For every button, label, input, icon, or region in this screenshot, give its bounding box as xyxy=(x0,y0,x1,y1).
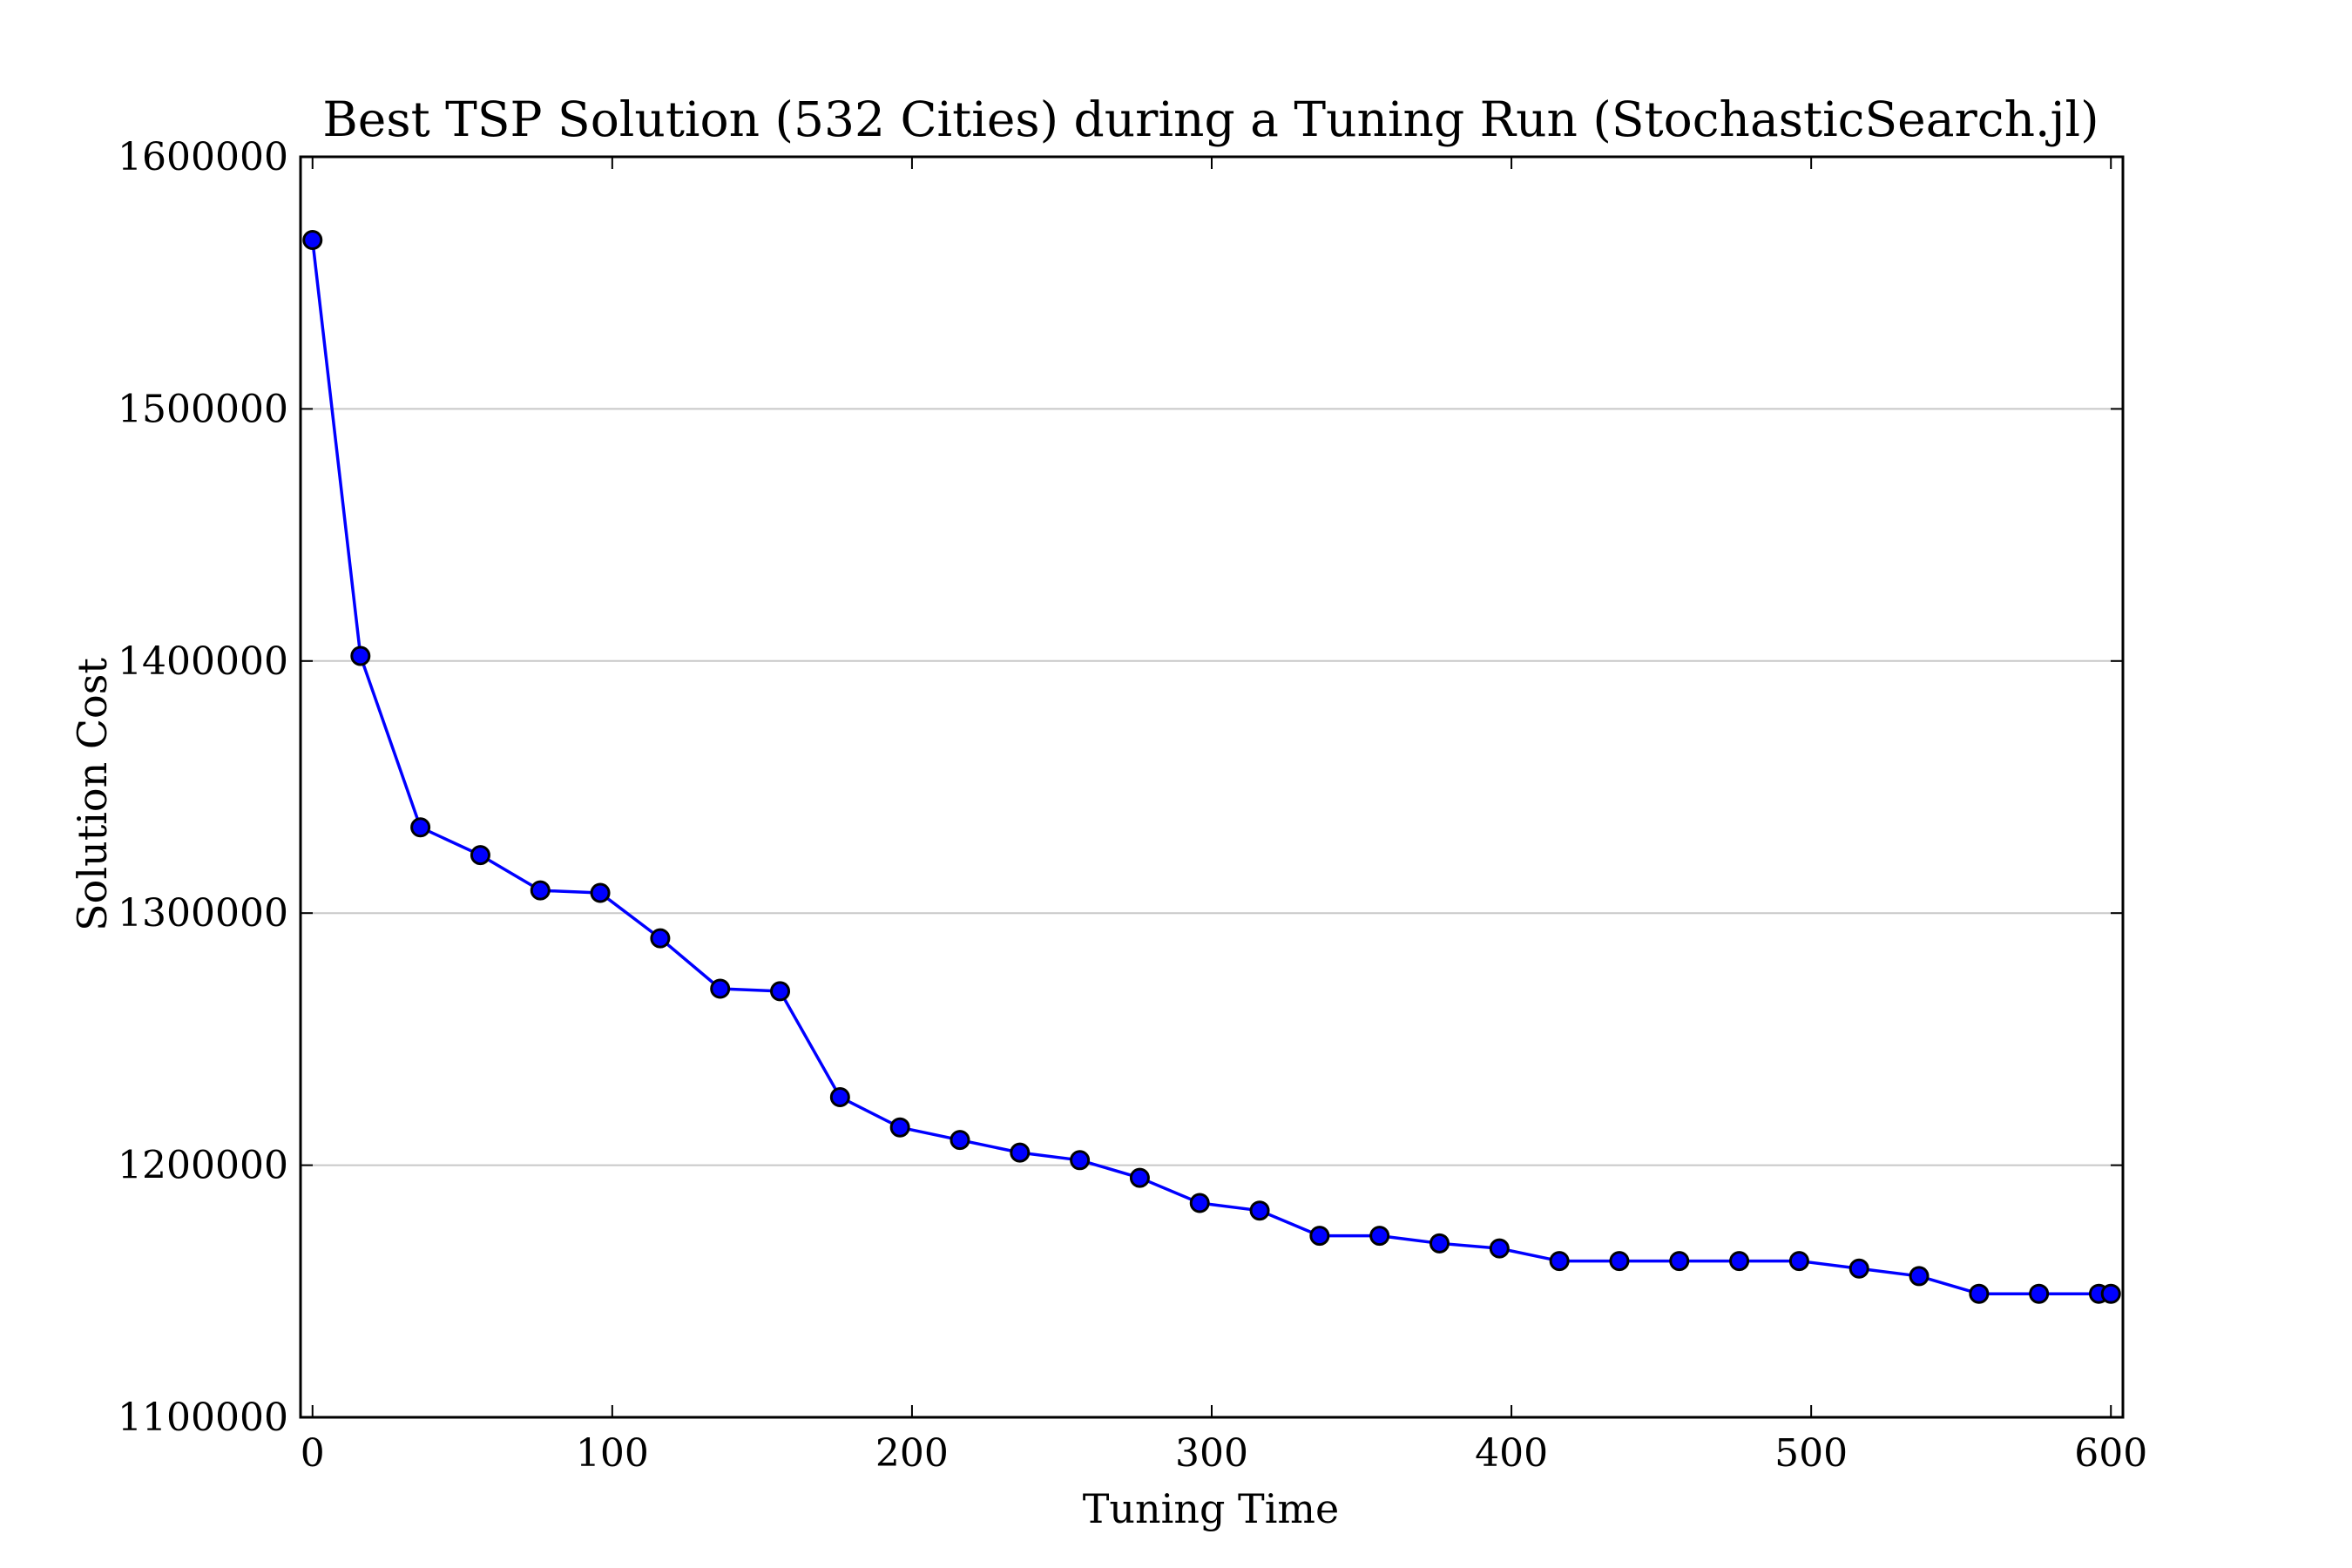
data-point xyxy=(1249,1200,1270,1221)
data-point xyxy=(1788,1251,1809,1272)
data-point xyxy=(590,882,611,903)
y-tick-label: 1600000 xyxy=(118,135,288,179)
x-tick-label: 300 xyxy=(1175,1431,1248,1476)
x-tick-label: 600 xyxy=(2074,1431,2147,1476)
data-point xyxy=(1489,1238,1510,1259)
y-tick-label: 1300000 xyxy=(118,891,288,936)
y-tick-label: 1400000 xyxy=(118,639,288,684)
data-point xyxy=(950,1130,970,1151)
data-point xyxy=(350,645,371,666)
x-tick-label: 500 xyxy=(1774,1431,1848,1476)
y-tick-label: 1500000 xyxy=(118,387,288,431)
data-point xyxy=(2029,1283,2050,1304)
data-point xyxy=(1848,1258,1869,1279)
data-point xyxy=(1909,1266,1930,1287)
data-point xyxy=(1070,1150,1091,1171)
x-tick-label: 0 xyxy=(301,1431,325,1476)
axis-ticks: 1100000 1200000 1300000 1400000 1500000 16000… xyxy=(118,135,2147,1476)
data-point xyxy=(1429,1233,1450,1254)
series-cost xyxy=(302,230,2121,1304)
y-tick-label: 1100000 xyxy=(118,1396,288,1440)
data-point xyxy=(829,1086,850,1107)
x-tick-label: 200 xyxy=(875,1431,949,1476)
data-point xyxy=(1309,1226,1330,1247)
data-point xyxy=(302,230,323,251)
data-point xyxy=(530,880,551,901)
data-point xyxy=(1669,1251,1690,1272)
data-point xyxy=(1010,1142,1031,1163)
gridlines xyxy=(301,408,2123,1166)
plot-area-frame xyxy=(299,155,2125,1419)
data-point xyxy=(710,978,731,999)
data-point xyxy=(410,817,431,838)
x-tick-label: 400 xyxy=(1475,1431,1548,1476)
chart-title: Best TSP Solution (532 Cities) during a … xyxy=(322,91,2099,147)
data-point xyxy=(1189,1193,1210,1213)
data-point xyxy=(1729,1251,1750,1272)
data-point xyxy=(1369,1226,1390,1247)
data-point xyxy=(1609,1251,1630,1272)
data-point xyxy=(2100,1283,2121,1304)
data-point xyxy=(1129,1167,1150,1188)
series-line xyxy=(311,240,2112,1295)
y-tick-label: 1200000 xyxy=(118,1144,288,1188)
x-axis-label: Tuning Time xyxy=(1083,1485,1340,1532)
x-tick-label: 100 xyxy=(576,1431,649,1476)
data-point xyxy=(770,981,791,1002)
data-point xyxy=(470,845,490,866)
data-point xyxy=(889,1117,910,1138)
data-point xyxy=(650,928,671,949)
y-axis-label: Solution Cost xyxy=(69,658,116,931)
data-point xyxy=(1969,1283,1990,1304)
data-point xyxy=(1549,1251,1570,1272)
